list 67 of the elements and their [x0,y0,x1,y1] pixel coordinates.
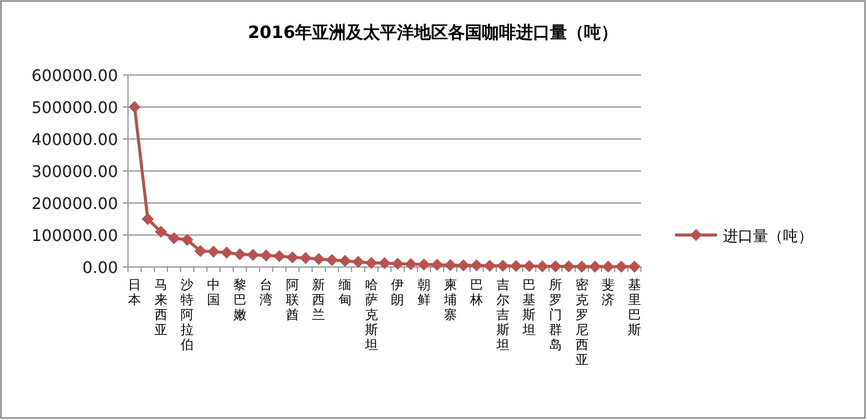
point [246,248,259,261]
point [168,232,180,244]
category: 基里巴斯 [628,278,641,338]
category: 所罗门群岛 [549,278,562,353]
point [628,260,640,273]
y-tick-label: 400000.00 [31,130,118,149]
chart-title: 2016年亚洲及太平洋地区各国咖啡进口量（吨） [248,23,618,43]
legend-label: 进口量（吨） [723,227,813,245]
category: 斐济 [602,278,615,308]
point [457,259,470,272]
point [602,260,614,273]
category: 黎巴嫩 [233,278,246,323]
y-tick-label: 500000.00 [31,98,118,117]
point [326,254,338,266]
category: 中国 [207,278,220,308]
point [273,250,286,262]
category: 伊朗 [391,278,404,308]
category: 新西兰 [312,278,326,323]
point [523,260,536,272]
point [588,260,601,273]
y-tick-label: 300000.00 [31,162,118,181]
point [484,260,496,272]
category: 日本 [128,278,142,308]
point [431,258,444,271]
y-tick-label: 600000.00 [31,66,118,85]
point [536,260,548,272]
category: 台湾 [260,278,273,308]
category: 哈萨克斯坦 [364,278,378,353]
point [496,260,509,272]
point [142,213,154,225]
point [576,260,588,273]
point [208,246,220,258]
point [615,260,628,273]
category: 巴基斯坦 [522,278,536,338]
point [300,252,312,264]
point [128,101,141,113]
point [444,259,456,272]
point [404,258,417,270]
category: 缅甸 [338,278,352,308]
point [234,248,246,260]
category: 沙特阿拉伯 [180,278,194,353]
point [312,253,325,265]
category: 柬埔寨 [444,278,457,323]
point [352,256,364,268]
y-tick-label: 100000.00 [31,226,118,245]
point [286,251,298,264]
point [181,234,194,246]
category: 吉尔吉斯坦 [496,278,510,353]
category: 巴林 [470,278,484,308]
point [392,258,404,270]
point [378,257,390,270]
point [470,259,483,272]
category: 马来西亚 [154,278,168,338]
category: 朝鲜 [417,278,430,308]
category: 阿联酋 [286,278,299,323]
point [550,260,562,272]
point [260,249,272,262]
y-tick-label: 0.00 [82,258,118,277]
point [154,226,167,238]
point [365,256,378,269]
point [339,254,352,267]
point [220,246,233,259]
category: 密克罗尼西亚 [575,278,588,368]
y-tick-label: 200000.00 [31,194,118,213]
point [418,258,430,270]
point [194,245,206,257]
point [562,260,575,272]
